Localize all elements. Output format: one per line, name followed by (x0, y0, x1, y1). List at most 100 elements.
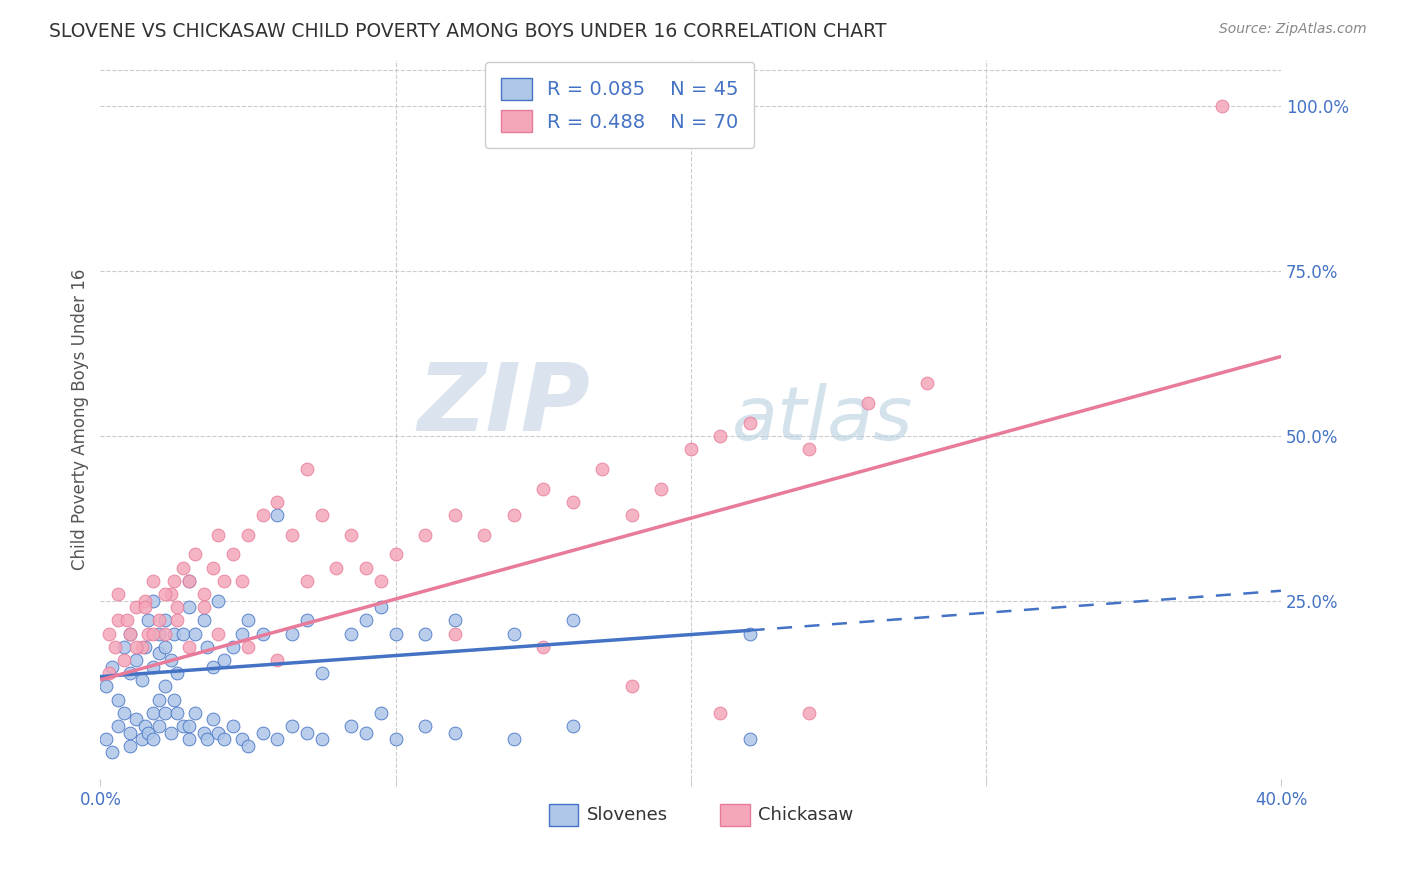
Point (142, 574, 165, 588)
Point (354, 560, 377, 574)
Point (115, 614, 138, 628)
Point (136, 614, 159, 628)
Point (184, 706, 207, 720)
Point (118, 666, 141, 681)
Point (98, 666, 121, 681)
Point (201, 713, 224, 727)
Point (443, 614, 465, 628)
Point (531, 482, 554, 496)
Point (384, 732, 406, 747)
Point (107, 614, 129, 628)
Legend: R = 0.085    N = 45, R = 0.488    N = 70: R = 0.085 N = 45, R = 0.488 N = 70 (485, 62, 755, 148)
Point (177, 719, 200, 733)
FancyBboxPatch shape (720, 804, 749, 826)
Point (222, 548, 245, 562)
Point (266, 508, 288, 522)
Point (531, 640, 554, 654)
Point (797, 706, 820, 720)
Point (177, 732, 200, 747)
Point (118, 626, 141, 640)
Point (222, 719, 245, 733)
Point (236, 527, 259, 541)
Point (620, 508, 643, 522)
Point (142, 706, 165, 720)
Point (166, 614, 188, 628)
Point (915, 376, 938, 390)
Y-axis label: Child Poverty Among Boys Under 16: Child Poverty Among Boys Under 16 (72, 268, 89, 570)
Point (155, 626, 177, 640)
Point (118, 626, 141, 640)
Point (325, 560, 347, 574)
Point (136, 626, 159, 640)
Point (709, 706, 731, 720)
Point (709, 428, 731, 442)
Point (112, 640, 135, 654)
Point (163, 574, 186, 588)
Point (112, 653, 135, 667)
Point (502, 626, 524, 640)
Point (231, 574, 253, 588)
Point (738, 626, 761, 640)
Point (295, 461, 318, 475)
Point (231, 626, 253, 640)
Point (1211, 99, 1233, 113)
Point (201, 560, 224, 574)
Point (295, 725, 318, 739)
Point (195, 732, 218, 747)
Point (252, 626, 274, 640)
Point (340, 626, 363, 640)
Point (591, 461, 613, 475)
Point (384, 548, 406, 562)
Point (252, 725, 274, 739)
Point (207, 626, 229, 640)
Point (107, 719, 129, 733)
Point (413, 719, 436, 733)
Point (184, 548, 207, 562)
Point (104, 640, 127, 654)
Point (96, 680, 118, 694)
Text: ZIP: ZIP (418, 359, 591, 450)
Point (112, 706, 135, 720)
Point (340, 719, 363, 733)
Point (177, 574, 200, 588)
Point (222, 640, 245, 654)
Point (193, 725, 215, 739)
Point (370, 574, 392, 588)
Point (281, 626, 304, 640)
Point (266, 732, 288, 747)
Point (134, 719, 156, 733)
Point (413, 626, 436, 640)
Point (131, 673, 153, 687)
Point (561, 719, 583, 733)
Point (472, 527, 495, 541)
Point (201, 659, 224, 673)
Point (214, 732, 236, 747)
Point (266, 653, 288, 667)
Point (797, 442, 820, 456)
Point (155, 640, 177, 654)
Point (738, 732, 761, 747)
Point (136, 725, 159, 739)
Point (155, 614, 177, 628)
Point (125, 713, 148, 727)
Point (561, 494, 583, 508)
Point (101, 659, 124, 673)
Point (311, 666, 333, 681)
Point (148, 647, 170, 661)
Point (207, 527, 229, 541)
Point (370, 706, 392, 720)
Point (177, 574, 200, 588)
Point (413, 527, 436, 541)
Point (96, 732, 118, 747)
Point (131, 732, 153, 747)
Point (166, 706, 188, 720)
Point (340, 527, 363, 541)
Point (738, 416, 761, 430)
Point (131, 640, 153, 654)
Point (148, 719, 170, 733)
Point (172, 560, 194, 574)
Point (160, 587, 183, 601)
Point (172, 719, 194, 733)
Point (155, 706, 177, 720)
Point (134, 593, 156, 607)
